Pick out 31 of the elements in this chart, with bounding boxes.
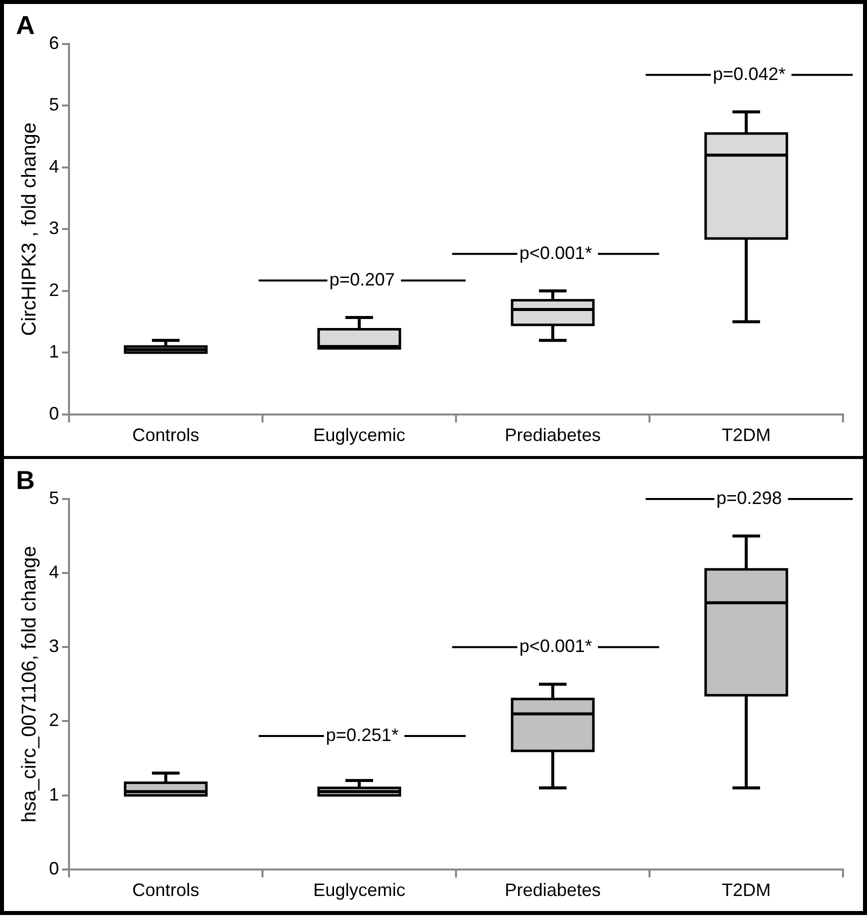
x-tick-label: Controls xyxy=(132,425,200,446)
annotation: p<0.001* xyxy=(519,636,592,656)
y-tick-label: 2 xyxy=(48,710,60,730)
y-tick-label: 6 xyxy=(48,32,60,53)
y-tick-label: 5 xyxy=(48,488,60,508)
x-tick-label: Euglycemic xyxy=(313,880,406,900)
x-tick-label: Prediabetes xyxy=(504,880,601,900)
y-axis-title: hsa_circ_0071106, fold change xyxy=(18,546,41,822)
y-tick-label: 5 xyxy=(48,94,60,115)
y-tick-label: 1 xyxy=(48,784,60,804)
annotation: p=0.298 xyxy=(716,488,782,508)
x-tick-label: Euglycemic xyxy=(313,425,406,446)
y-tick-label: 4 xyxy=(48,562,60,582)
annotation: p=0.251* xyxy=(326,725,398,746)
chart-title: A xyxy=(16,10,35,40)
x-tick-label: Prediabetes xyxy=(504,425,601,446)
annotation: p<0.001* xyxy=(519,242,592,263)
y-tick-label: 2 xyxy=(48,280,60,300)
y-tick-label: 0 xyxy=(48,858,60,878)
annotation: p=0.207 xyxy=(329,269,395,290)
x-tick-label: Controls xyxy=(132,880,200,900)
y-tick-label: 0 xyxy=(48,403,60,424)
annotation: p=0.042* xyxy=(712,64,786,84)
y-tick-label: 1 xyxy=(48,342,60,362)
y-tick-label: 4 xyxy=(48,156,60,176)
x-tick-label: T2DM xyxy=(722,880,771,900)
y-tick-label: 3 xyxy=(48,218,60,238)
x-tick-label: T2DM xyxy=(722,425,771,446)
chart-title: B xyxy=(16,465,35,496)
y-axis-title: CircHIPK3 , fold change xyxy=(18,122,41,336)
y-tick-label: 3 xyxy=(48,636,60,656)
